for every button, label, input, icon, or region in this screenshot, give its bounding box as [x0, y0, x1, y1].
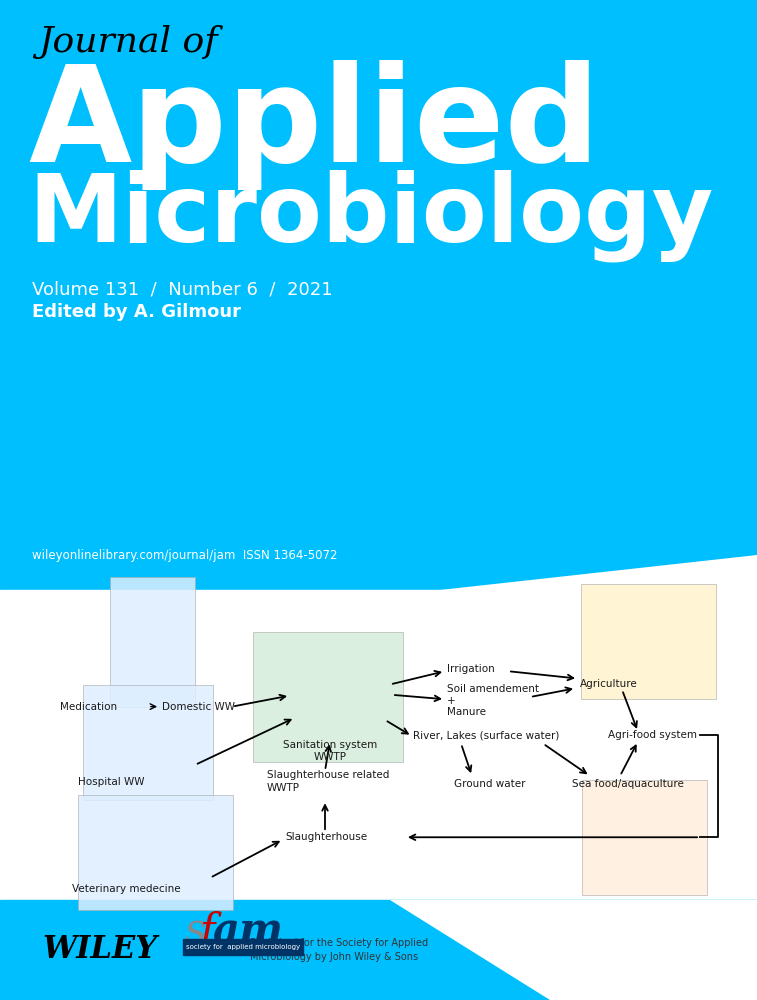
- Text: am: am: [212, 911, 283, 953]
- Text: Ground water: Ground water: [454, 779, 525, 789]
- Text: Edited by A. Gilmour: Edited by A. Gilmour: [32, 303, 241, 321]
- Text: society for  applied microbiology: society for applied microbiology: [186, 944, 300, 950]
- Bar: [0, 590, 757, 900]
- Text: Medication: Medication: [60, 702, 117, 712]
- Polygon shape: [440, 555, 757, 590]
- Bar: [183, 939, 303, 955]
- Text: Sea food/aquaculture: Sea food/aquaculture: [572, 779, 684, 789]
- Text: Microbiology: Microbiology: [28, 170, 713, 262]
- Text: Slaughterhouse related
WWTP: Slaughterhouse related WWTP: [267, 770, 389, 793]
- Text: Domestic WW: Domestic WW: [162, 702, 235, 712]
- Text: Sanitation system
WWTP: Sanitation system WWTP: [283, 740, 377, 762]
- Text: Soil amendement
+
Manure: Soil amendement + Manure: [447, 684, 539, 717]
- Text: Published for the Society for Applied
Microbiology by John Wiley & Sons: Published for the Society for Applied Mi…: [250, 938, 428, 962]
- Text: wileyonlinelibrary.com/journal/jam  ISSN 1364-5072: wileyonlinelibrary.com/journal/jam ISSN …: [32, 549, 338, 562]
- Text: Volume 131  /  Number 6  /  2021: Volume 131 / Number 6 / 2021: [32, 280, 332, 298]
- Text: Irrigation: Irrigation: [447, 664, 495, 674]
- FancyBboxPatch shape: [581, 584, 715, 699]
- Text: Applied: Applied: [28, 60, 600, 190]
- Text: Agriculture: Agriculture: [580, 679, 637, 689]
- Text: River, Lakes (surface water): River, Lakes (surface water): [413, 730, 559, 740]
- Text: Slaughterhouse: Slaughterhouse: [285, 832, 367, 842]
- Text: WILEY: WILEY: [42, 934, 157, 966]
- Bar: [0, 900, 757, 1000]
- Polygon shape: [390, 900, 757, 1000]
- Text: f: f: [200, 911, 216, 953]
- FancyBboxPatch shape: [77, 795, 232, 910]
- FancyBboxPatch shape: [83, 685, 213, 800]
- Text: s: s: [185, 911, 207, 953]
- FancyBboxPatch shape: [581, 780, 706, 895]
- Text: Hospital WW: Hospital WW: [78, 777, 145, 787]
- Text: Agri-food system: Agri-food system: [608, 730, 697, 740]
- FancyBboxPatch shape: [253, 632, 403, 762]
- Text: Veterinary medecine: Veterinary medecine: [72, 884, 181, 894]
- Bar: [0, 0, 757, 590]
- Text: Journal of: Journal of: [38, 25, 217, 59]
- FancyBboxPatch shape: [110, 577, 195, 707]
